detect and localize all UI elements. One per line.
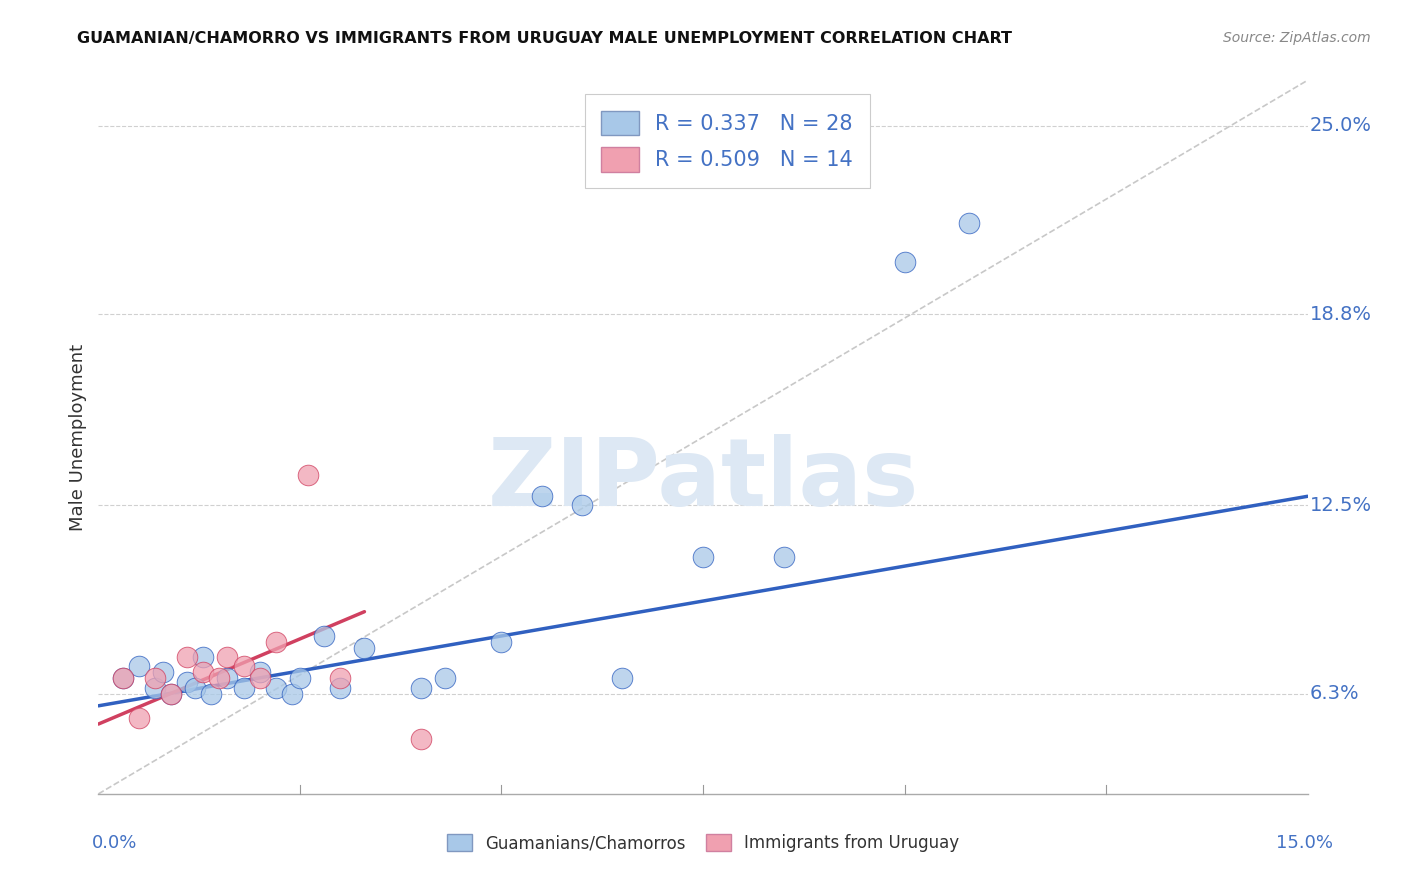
Point: [128, 711, 150, 725]
Point: [208, 672, 231, 686]
Point: [249, 665, 271, 680]
Point: [128, 659, 150, 673]
Point: [184, 681, 207, 695]
Point: [264, 635, 287, 649]
Point: [217, 650, 239, 665]
Point: [692, 549, 714, 564]
Point: [957, 216, 980, 230]
Point: [329, 672, 352, 686]
Point: [160, 687, 183, 701]
Point: [409, 732, 432, 747]
Point: [193, 650, 215, 665]
Point: [281, 687, 304, 701]
Point: [314, 629, 336, 643]
Point: [893, 255, 915, 269]
Text: 18.8%: 18.8%: [1310, 304, 1372, 324]
Point: [530, 489, 553, 503]
Point: [160, 687, 183, 701]
Text: GUAMANIAN/CHAMORRO VS IMMIGRANTS FROM URUGUAY MALE UNEMPLOYMENT CORRELATION CHAR: GUAMANIAN/CHAMORRO VS IMMIGRANTS FROM UR…: [77, 31, 1012, 46]
Point: [176, 674, 198, 689]
Legend: R = 0.337   N = 28, R = 0.509   N = 14: R = 0.337 N = 28, R = 0.509 N = 14: [585, 95, 870, 188]
Point: [353, 641, 375, 656]
Point: [612, 672, 634, 686]
Point: [491, 635, 513, 649]
Point: [143, 681, 166, 695]
Point: [772, 549, 794, 564]
Text: 25.0%: 25.0%: [1310, 116, 1372, 136]
Point: [232, 659, 254, 673]
Point: [176, 650, 198, 665]
Legend: Guamanians/Chamorros, Immigrants from Uruguay: Guamanians/Chamorros, Immigrants from Ur…: [440, 827, 966, 859]
Point: [409, 681, 432, 695]
Point: [152, 665, 174, 680]
Text: 15.0%: 15.0%: [1275, 834, 1333, 852]
Point: [111, 672, 134, 686]
Point: [249, 672, 271, 686]
Point: [217, 672, 239, 686]
Point: [232, 681, 254, 695]
Point: [264, 681, 287, 695]
Point: [143, 672, 166, 686]
Text: ZIPatlas: ZIPatlas: [488, 434, 918, 526]
Point: [288, 672, 311, 686]
Point: [193, 665, 215, 680]
Point: [200, 687, 222, 701]
Text: 12.5%: 12.5%: [1310, 496, 1372, 515]
Text: 6.3%: 6.3%: [1310, 684, 1360, 703]
Point: [111, 672, 134, 686]
Point: [434, 672, 457, 686]
Y-axis label: Male Unemployment: Male Unemployment: [69, 343, 87, 531]
Point: [297, 468, 319, 483]
Point: [571, 499, 593, 513]
Text: 0.0%: 0.0%: [91, 834, 136, 852]
Point: [329, 681, 352, 695]
Text: Source: ZipAtlas.com: Source: ZipAtlas.com: [1223, 31, 1371, 45]
